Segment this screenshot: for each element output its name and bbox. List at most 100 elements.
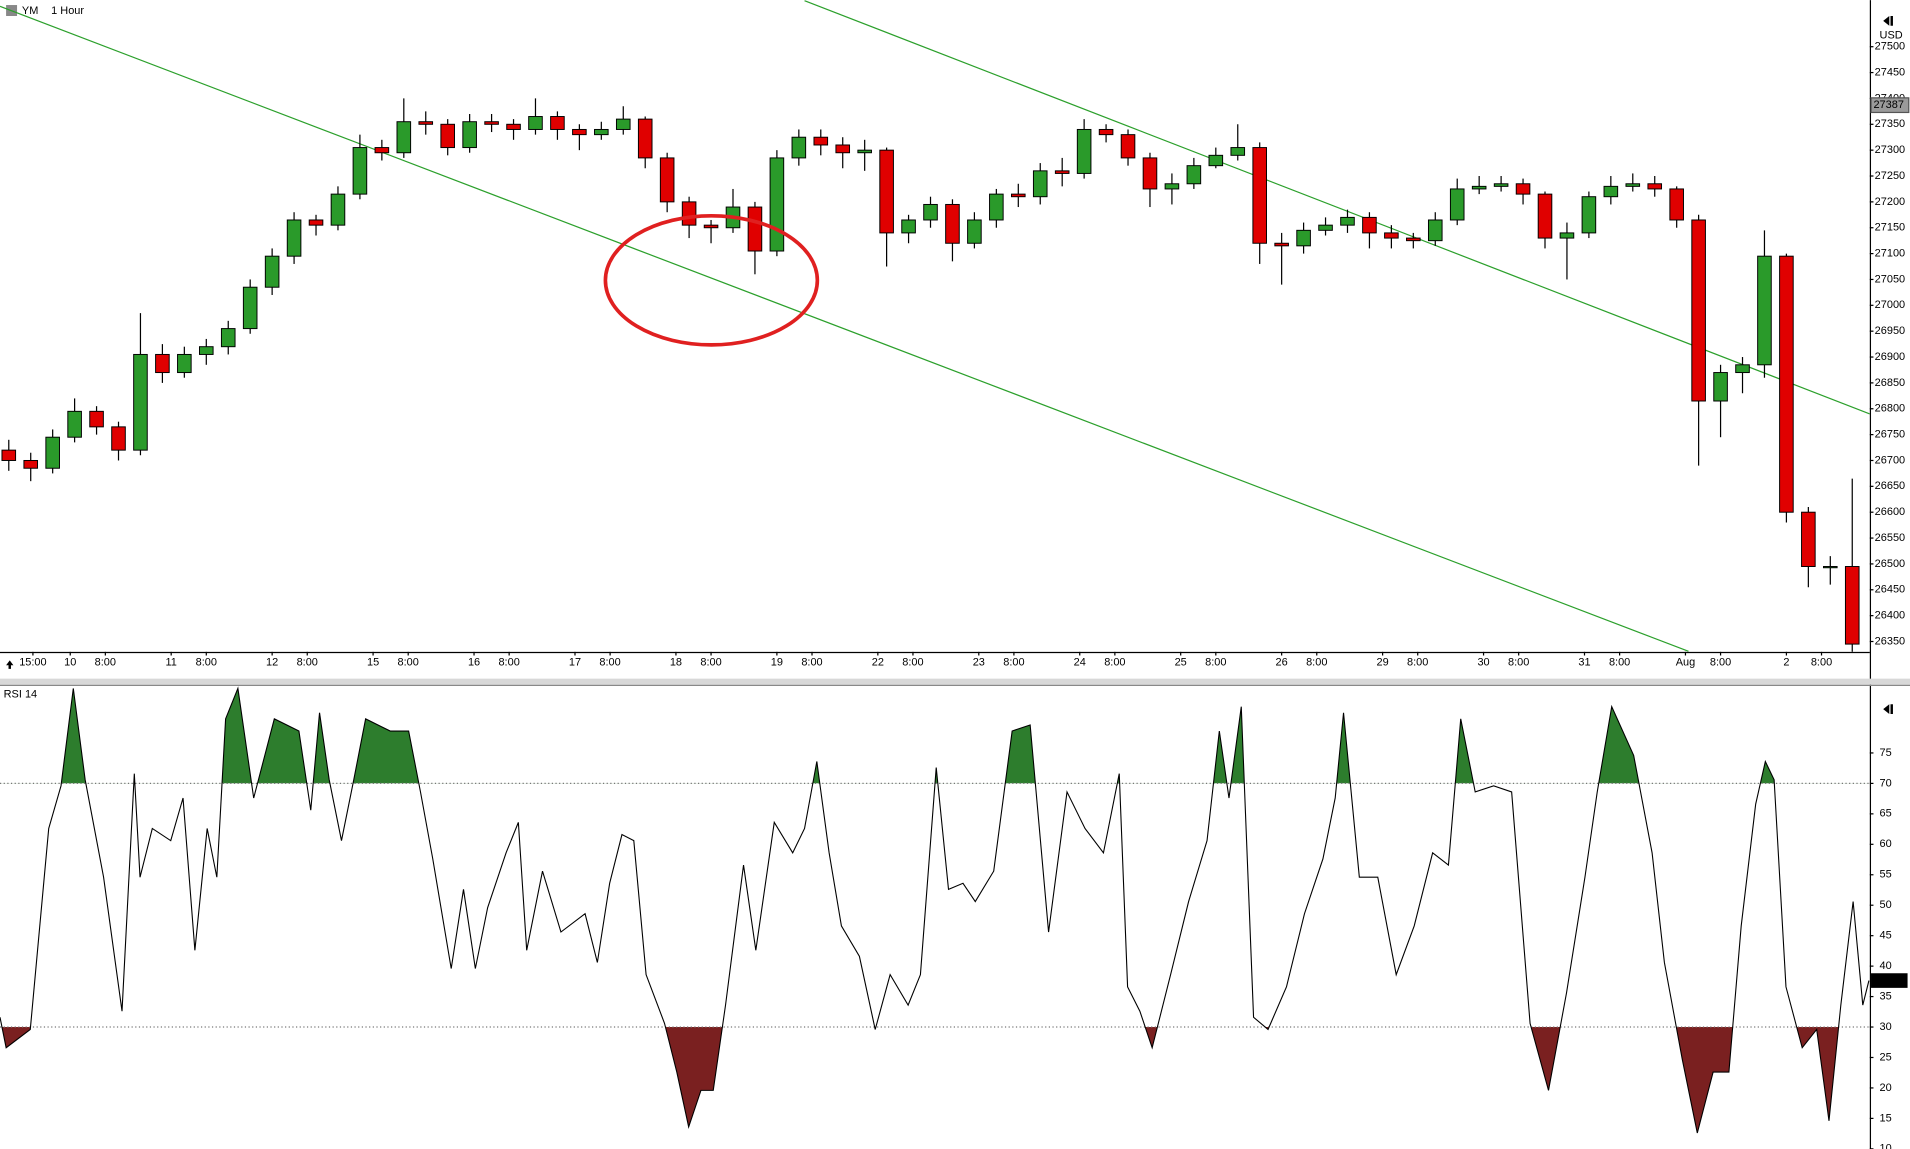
- x-tick-label: 8:00: [1508, 657, 1529, 669]
- symbol: YM: [22, 5, 38, 17]
- collapse-icon[interactable]: [1883, 704, 1893, 714]
- y-tick-label: 26800: [1875, 403, 1905, 415]
- candle-body: [484, 121, 499, 125]
- x-tick-label: 26: [1276, 657, 1288, 669]
- candle-body: [813, 136, 829, 146]
- candle-body: [264, 255, 280, 288]
- x-tick-label: 8:00: [1710, 657, 1731, 669]
- overbought-area: [0, 688, 1869, 784]
- x-tick-label: 23: [973, 657, 985, 669]
- x-tick-label: 10: [64, 657, 76, 669]
- candle-body: [615, 118, 631, 130]
- candle-body: [1362, 216, 1377, 234]
- candle-body: [901, 219, 916, 234]
- panel-separator: [0, 678, 1910, 685]
- x-tick-label: 11: [165, 657, 176, 669]
- last-value-box: [1871, 973, 1908, 988]
- x-tick-label: 24: [1074, 657, 1086, 669]
- candle-body: [1427, 219, 1443, 242]
- currency: USD: [1880, 29, 1903, 41]
- y-tick-label: 27200: [1875, 196, 1905, 208]
- interval: 1 Hour: [51, 5, 84, 17]
- y-tick-label: 75: [1880, 747, 1892, 759]
- y-tick-label: 26600: [1875, 506, 1905, 518]
- y-tick-label: 70: [1880, 777, 1892, 789]
- candle-body: [67, 410, 82, 438]
- y-tick-label: 26450: [1875, 584, 1905, 596]
- candle-body: [1406, 237, 1421, 242]
- candle-body: [1603, 185, 1619, 198]
- candle-body: [703, 224, 719, 229]
- candle-body: [1164, 183, 1180, 190]
- scroll-icon[interactable]: [6, 660, 14, 669]
- x-tick-label: 8:00: [700, 657, 721, 669]
- candle-body: [1537, 193, 1553, 239]
- x-tick-label: 8:00: [599, 657, 620, 669]
- y-tick-label: 27500: [1875, 41, 1905, 53]
- x-tick-label: 15:00: [19, 657, 46, 669]
- x-tick-label: 16: [468, 657, 480, 669]
- candle-body: [1493, 183, 1509, 187]
- candle-body: [308, 219, 324, 226]
- y-tick-label: 40: [1880, 960, 1892, 972]
- candle-body: [1757, 255, 1772, 366]
- x-tick-label: 22: [872, 657, 884, 669]
- x-tick-label: 8:00: [1306, 657, 1327, 669]
- candle-body: [1735, 364, 1750, 374]
- x-tick-label: 8:00: [498, 657, 519, 669]
- candle-body: [418, 121, 434, 125]
- candle-body: [242, 286, 258, 330]
- y-tick-label: 27350: [1875, 118, 1905, 130]
- y-tick-label: 45: [1880, 930, 1892, 942]
- x-tick-label: 8:00: [95, 657, 116, 669]
- x-tick-label: 29: [1377, 657, 1389, 669]
- candle-body: [440, 123, 455, 149]
- candle-body: [1779, 255, 1794, 513]
- y-tick-label: 10: [1880, 1143, 1892, 1149]
- candle-body: [1559, 232, 1575, 239]
- y-tick-label: 26500: [1875, 558, 1905, 570]
- x-tick-label: 18: [670, 657, 682, 669]
- candle-body: [1098, 128, 1114, 136]
- candle-body: [1713, 372, 1728, 402]
- y-tick-label: 26900: [1875, 351, 1905, 363]
- y-tick-label: 26650: [1875, 480, 1905, 492]
- x-tick-label: 8:00: [1205, 657, 1226, 669]
- candle-body: [111, 426, 126, 451]
- y-tick-label: 27050: [1875, 273, 1905, 285]
- collapse-icon[interactable]: [1883, 15, 1893, 26]
- candle-body: [1076, 128, 1092, 174]
- candle-body: [1, 449, 17, 461]
- candle-body: [791, 136, 807, 159]
- price-marker-label: 27387: [1873, 99, 1903, 111]
- y-tick-label: 55: [1880, 869, 1892, 881]
- y-tick-label: 26400: [1875, 610, 1905, 622]
- y-tick-label: 27100: [1875, 247, 1905, 259]
- candle-body: [1252, 147, 1267, 244]
- candle-body: [835, 144, 851, 154]
- y-tick-label: 27000: [1875, 299, 1905, 311]
- oversold-area: [0, 1027, 1869, 1134]
- x-tick-label: 8:00: [398, 657, 419, 669]
- candle-body: [923, 203, 938, 221]
- candle-body: [594, 128, 609, 136]
- candle-body: [1142, 157, 1158, 190]
- x-tick-label: Aug: [1676, 657, 1696, 669]
- candle-body: [550, 116, 565, 130]
- candle-body: [1471, 185, 1487, 190]
- candle-body: [769, 157, 785, 252]
- y-tick-label: 27450: [1875, 66, 1905, 78]
- y-tick-label: 27300: [1875, 144, 1905, 156]
- y-tick-label: 26750: [1875, 429, 1905, 441]
- candle-body: [659, 157, 675, 203]
- y-tick-label: 30: [1880, 1021, 1892, 1033]
- price-plot: [0, 0, 1870, 652]
- y-tick-label: 15: [1880, 1112, 1892, 1124]
- candle-body: [572, 128, 587, 136]
- candle-body: [1032, 170, 1048, 198]
- x-tick-label: 2: [1783, 657, 1789, 669]
- candle-body: [681, 201, 697, 226]
- trendline: [0, 5, 1689, 652]
